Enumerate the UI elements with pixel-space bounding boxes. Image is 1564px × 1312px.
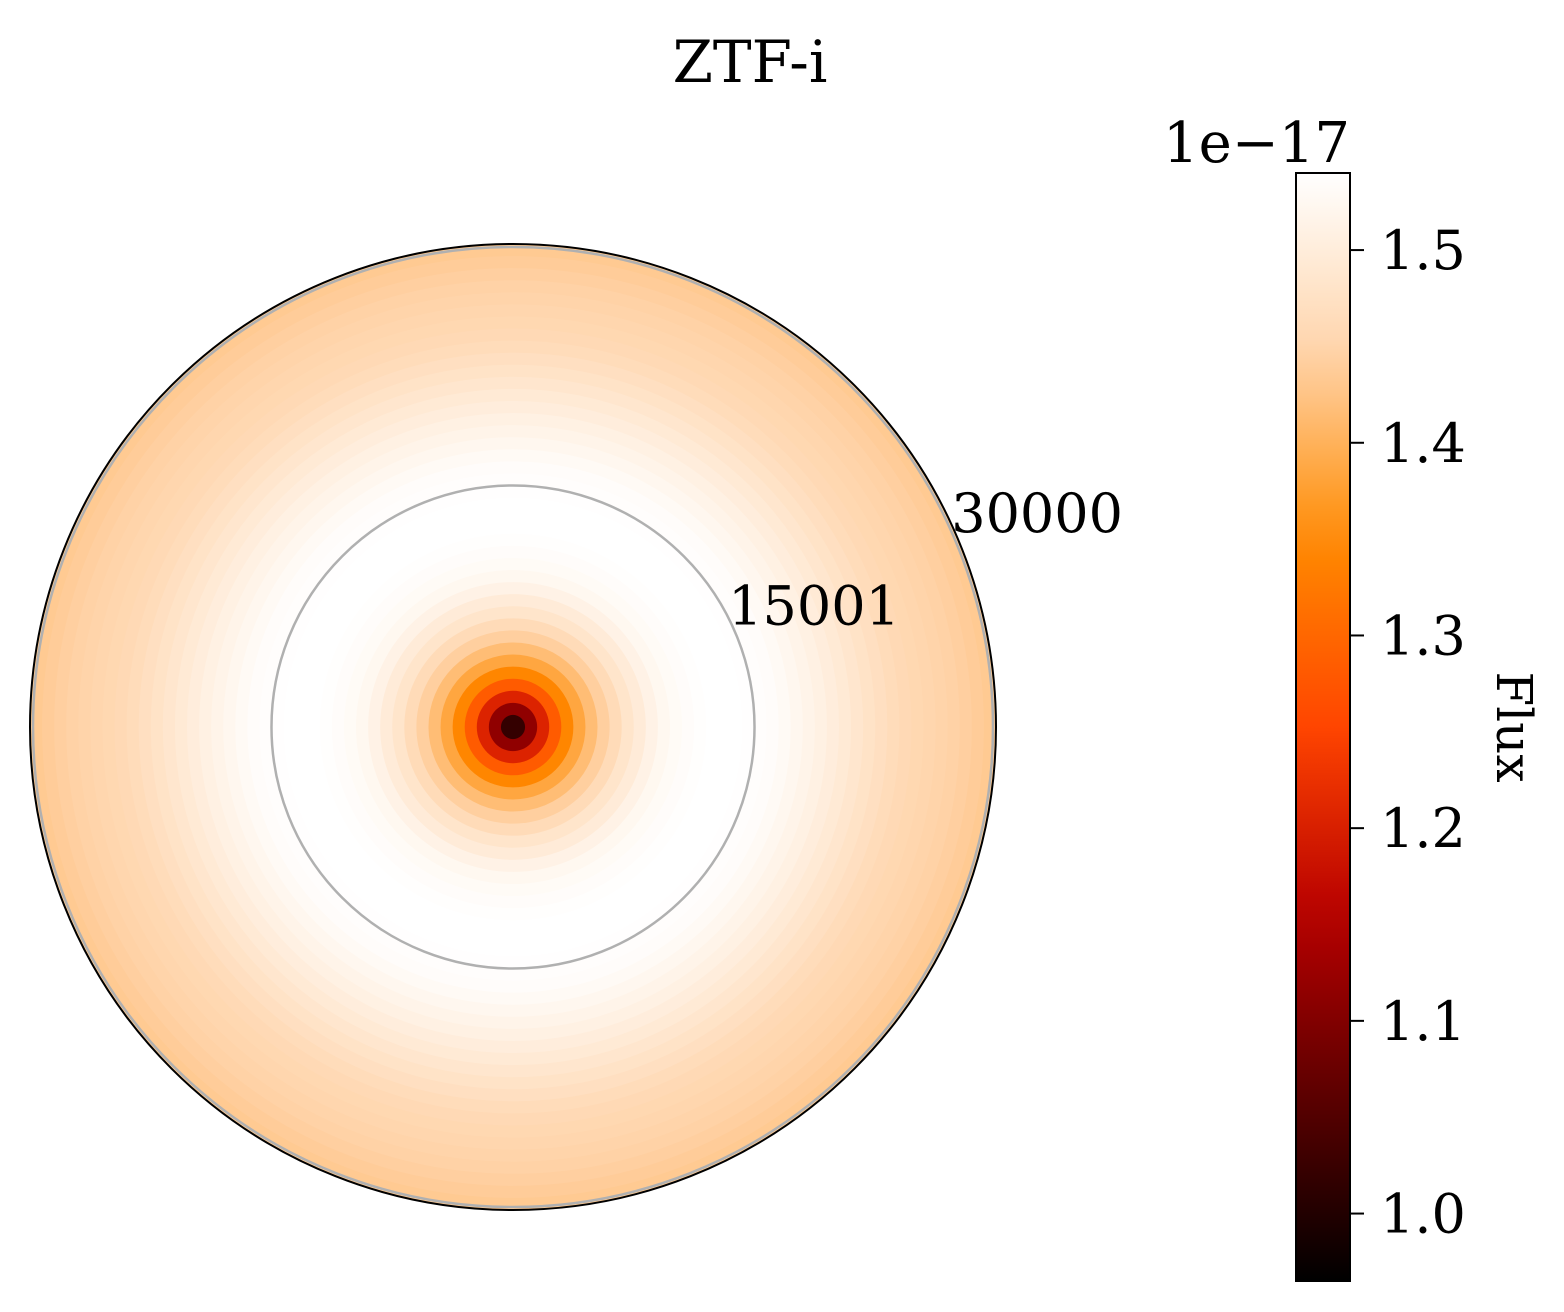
radial-gridline (31, 245, 995, 1209)
flux-rings (30, 244, 996, 1210)
chart-title: ZTF-i (673, 28, 828, 96)
colorbar-tick-label: 1.4 (1380, 412, 1466, 475)
colorbar-tick-label: 1.2 (1380, 797, 1466, 860)
colorbar-gradient (1295, 172, 1351, 1282)
colorbar-tick-label: 1.1 (1380, 990, 1466, 1053)
polar-outline (29, 243, 997, 1211)
colorbar-offset-text: 1e−17 (1163, 111, 1350, 176)
radial-tick-labels: 15001 30000 (728, 482, 1123, 637)
colorbar-tick-label: 1.5 (1380, 219, 1466, 282)
colorbar-ticks: 1.0 1.1 1.2 1.3 1.4 1.5 (1350, 219, 1466, 1246)
radial-tick-label: 30000 (951, 482, 1123, 545)
radial-gridline (270, 484, 756, 970)
colorbar-tick-label: 1.0 (1380, 1183, 1466, 1246)
flux-ring (500, 714, 526, 740)
radial-grid (31, 245, 995, 1209)
polar-plot: 15001 30000 (29, 243, 1123, 1211)
colorbar: 1.0 1.1 1.2 1.3 1.4 1.5 1e−17 Flux (1163, 111, 1543, 1282)
radial-tick-label: 15001 (728, 575, 900, 638)
colorbar-tick-label: 1.3 (1380, 604, 1466, 667)
colorbar-label: Flux (1485, 671, 1543, 782)
